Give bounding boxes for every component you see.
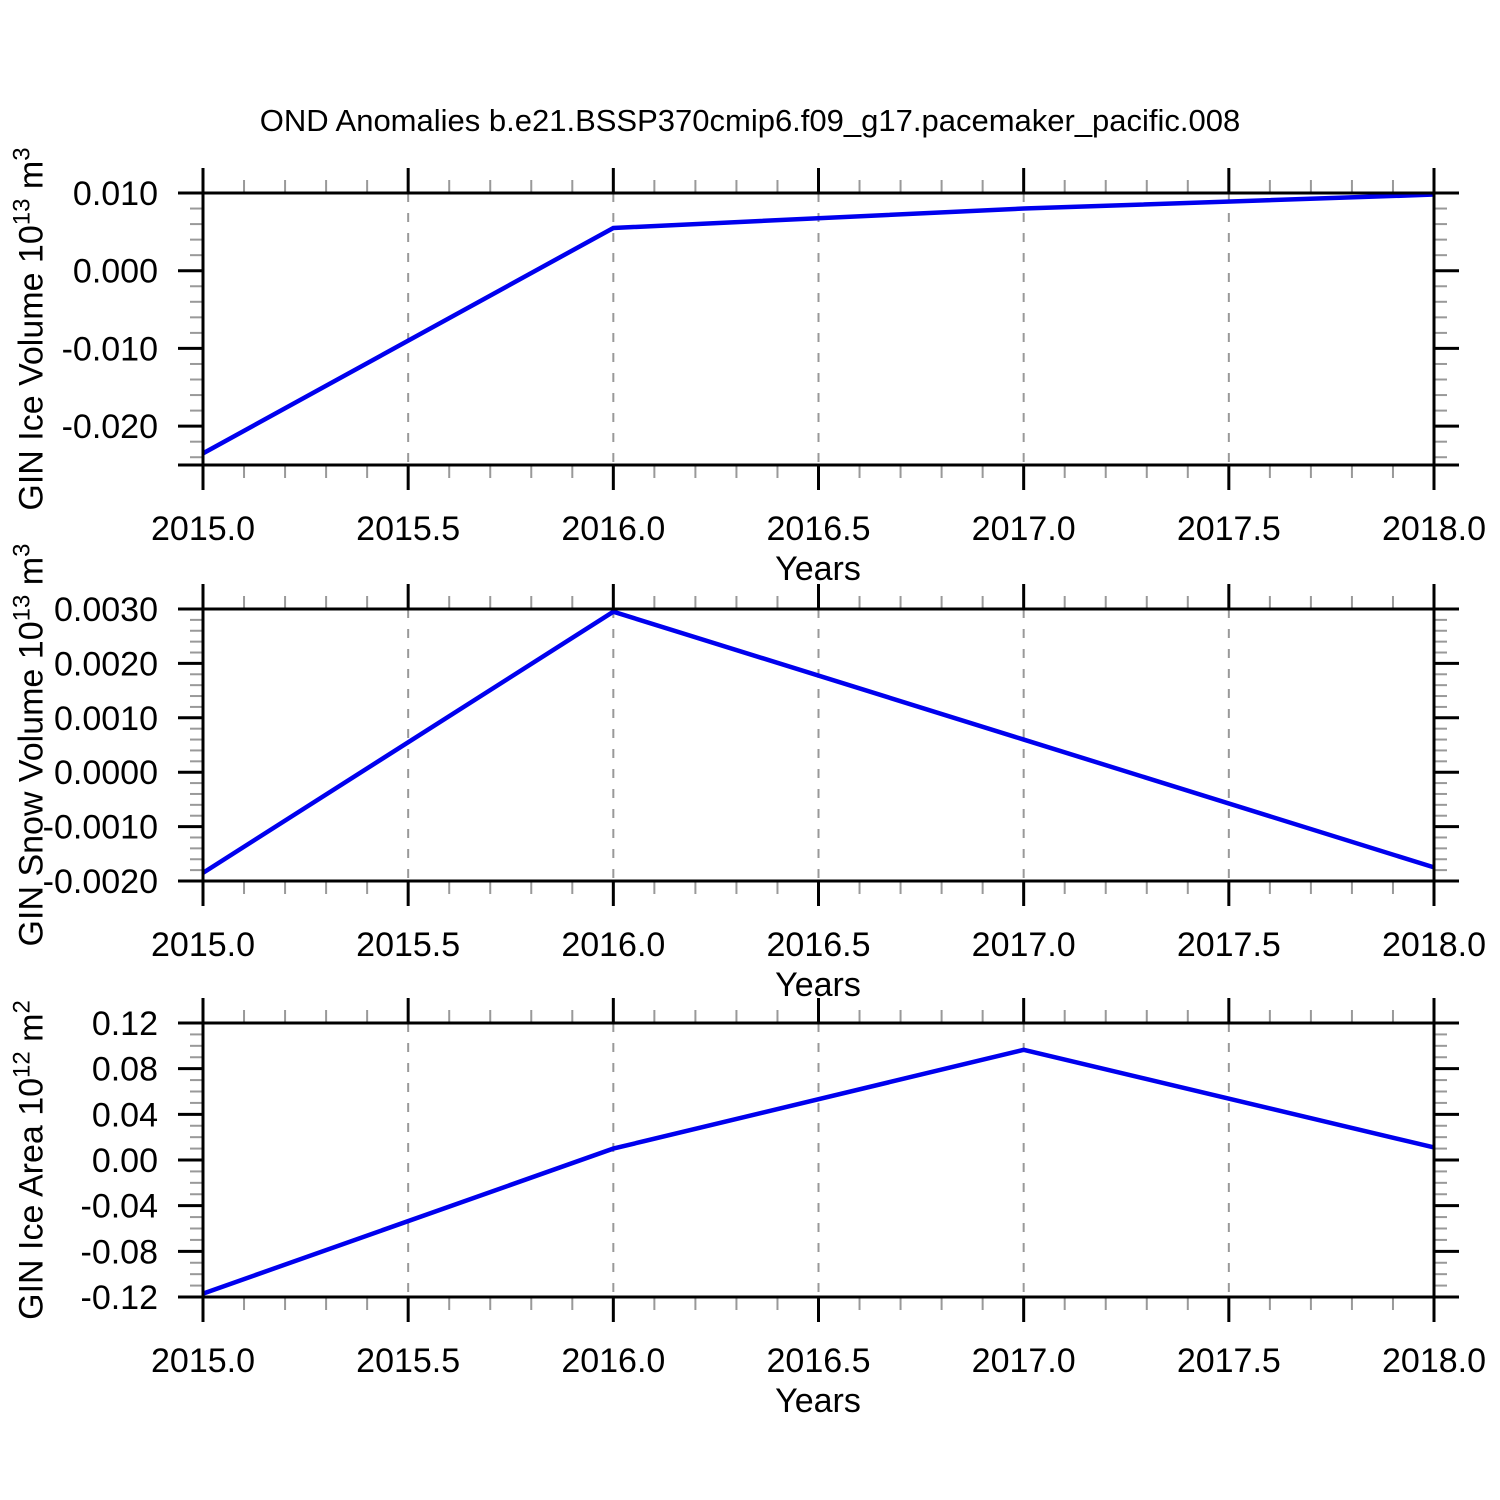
- x-tick-label: 2016.5: [767, 1342, 871, 1380]
- y-tick-label: 0.08: [92, 1051, 158, 1089]
- data-series-line: [201, 192, 1435, 456]
- y-tick-label: -0.0010: [43, 809, 158, 847]
- y-axis-label-unit: m: [12, 160, 51, 199]
- y-tick-label: -0.08: [81, 1233, 159, 1271]
- y-axis-label-text: GIN Ice Area 10: [12, 1077, 51, 1320]
- y-tick-label: -0.020: [62, 408, 158, 446]
- x-tick-label: 2015.0: [151, 510, 255, 548]
- x-tick-label: 2017.0: [972, 510, 1076, 548]
- x-tick-label: 2017.5: [1177, 926, 1281, 964]
- x-tick-label: 2016.0: [561, 1342, 665, 1380]
- y-axis-label-unit-exponent: 3: [8, 543, 36, 557]
- y-tick-label: 0.010: [73, 175, 158, 213]
- data-series-line: [201, 609, 1435, 875]
- y-axis-label-unit-exponent: 2: [8, 1000, 36, 1014]
- y-axis-label-ice-volume: GIN Ice Volume 1013 m3: [9, 147, 52, 510]
- x-tick-label: 2016.5: [767, 510, 871, 548]
- x-tick-label: 2017.5: [1177, 1342, 1281, 1380]
- y-axis-label-exponent: 12: [8, 1051, 36, 1078]
- y-axis-label-snow-volume: GIN Snow Volume 1013 m3: [9, 544, 52, 947]
- y-tick-label: 0.0020: [54, 645, 158, 683]
- y-tick-label: 0.00: [92, 1142, 158, 1180]
- data-series-line: [202, 1047, 1435, 1296]
- x-tick-label: 2017.5: [1177, 510, 1281, 548]
- x-tick-label: 2018.0: [1382, 510, 1486, 548]
- y-tick-label: -0.12: [81, 1279, 159, 1317]
- x-tick-label: 2015.0: [151, 926, 255, 964]
- y-tick-label: 0.04: [92, 1096, 158, 1134]
- y-axis-label-unit: m: [12, 556, 51, 595]
- x-tick-label: 2016.5: [767, 926, 871, 964]
- y-tick-label: -0.010: [62, 330, 158, 368]
- y-axis-label-unit: m: [12, 1013, 51, 1052]
- y-axis-label-ice-area: GIN Ice Area 1012 m2: [9, 1000, 52, 1320]
- x-tick-label: 2015.0: [151, 1342, 255, 1380]
- y-tick-label: 0.0000: [54, 754, 158, 792]
- y-tick-label: 0.0010: [54, 700, 158, 738]
- x-tick-label: 2015.5: [356, 1342, 460, 1380]
- x-tick-label: 2018.0: [1382, 1342, 1486, 1380]
- y-tick-label: 0.12: [92, 1005, 158, 1043]
- x-axis-label-years: Years: [775, 966, 861, 1004]
- x-tick-label: 2018.0: [1382, 926, 1486, 964]
- y-axis-label-exponent: 13: [8, 594, 36, 622]
- y-axis-label-text: GIN Ice Volume 10: [12, 225, 51, 511]
- x-tick-label: 2015.5: [356, 510, 460, 548]
- x-axis-label-years: Years: [775, 1382, 861, 1420]
- x-tick-label: 2017.0: [972, 926, 1076, 964]
- y-axis-label-text: GIN Snow Volume 10: [12, 621, 51, 947]
- x-tick-label: 2016.0: [561, 510, 665, 548]
- y-tick-label: 0.000: [73, 253, 158, 291]
- x-tick-label: 2017.0: [972, 1342, 1076, 1380]
- y-tick-label: 0.0030: [54, 591, 158, 629]
- y-axis-label-unit-exponent: 3: [8, 147, 36, 161]
- y-tick-label: -0.04: [81, 1188, 159, 1226]
- x-tick-label: 2016.0: [561, 926, 665, 964]
- y-axis-label-exponent: 13: [8, 198, 36, 226]
- x-axis-label-years: Years: [775, 550, 861, 588]
- chart-title: OND Anomalies b.e21.BSSP370cmip6.f09_g17…: [259, 103, 1241, 138]
- y-tick-label: -0.0020: [43, 863, 158, 901]
- x-tick-label: 2015.5: [356, 926, 460, 964]
